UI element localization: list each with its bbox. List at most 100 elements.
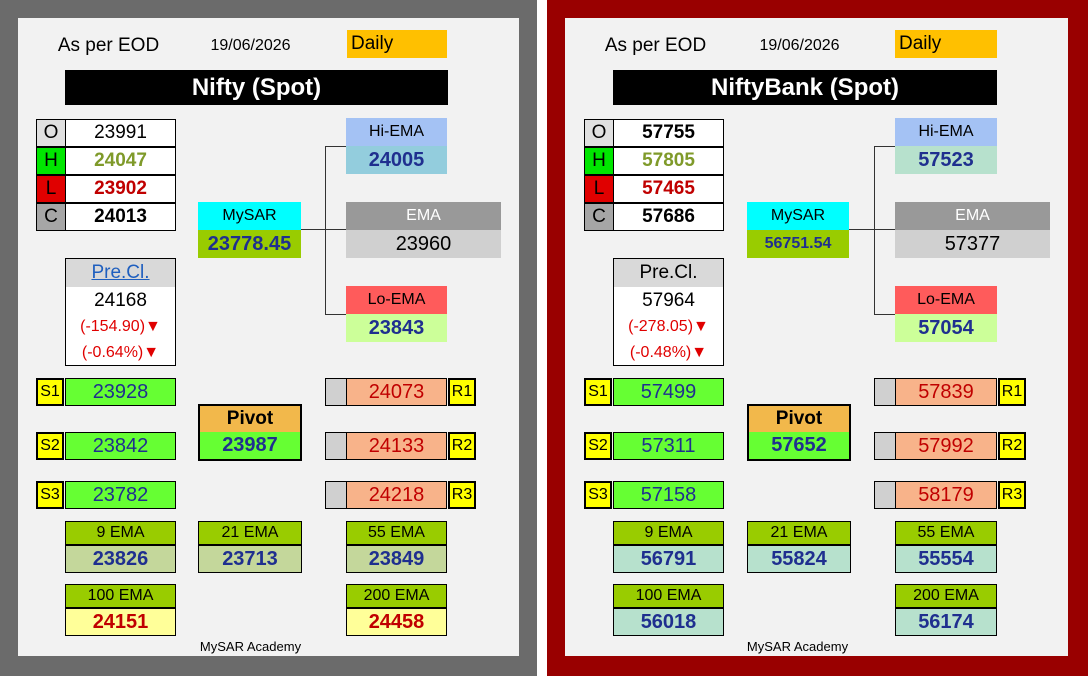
change-abs-row: (-154.90) ▼ [66, 314, 175, 340]
r2-spacer [874, 432, 896, 460]
s1-label: S1 [36, 378, 64, 406]
high-label: H [584, 147, 614, 175]
prev-close-label: Pre.Cl. [614, 259, 723, 287]
lo-ema-value: 57054 [895, 314, 997, 342]
s3-value: 23782 [65, 481, 176, 509]
s1-value: 23928 [65, 378, 176, 406]
s2-value: 57311 [613, 432, 724, 460]
ema-value: 57377 [895, 230, 1050, 258]
change-pct: (-0.48%) [629, 344, 692, 361]
ema100-label: 100 EMA [613, 584, 724, 608]
high-value: 24047 [65, 147, 176, 175]
r2-label: R2 [448, 432, 476, 460]
ema9-value: 23826 [65, 545, 176, 573]
r1-spacer [874, 378, 896, 406]
change-pct: (-0.64%) [81, 344, 144, 361]
low-value: 23902 [65, 175, 176, 203]
r1-spacer [325, 378, 347, 406]
footer-credit: MySAR Academy [746, 638, 849, 654]
ema100-value: 24151 [65, 608, 176, 636]
down-arrow-icon: ▼ [145, 318, 161, 335]
ema55-label: 55 EMA [895, 521, 997, 545]
mysar-value: 23778.45 [198, 230, 301, 258]
prev-close-value: 57964 [642, 290, 695, 311]
ema200-label: 200 EMA [895, 584, 997, 608]
pivot-value: 57652 [749, 432, 849, 459]
r3-label: R3 [998, 481, 1026, 509]
down-arrow-icon: ▼ [143, 344, 160, 361]
mysar-value: 56751.54 [747, 230, 849, 258]
ema100-label: 100 EMA [65, 584, 176, 608]
change-pct-row: (-0.64%) ▼ [66, 340, 175, 366]
s3-value: 57158 [613, 481, 724, 509]
ema9-value: 56791 [613, 545, 724, 573]
ema9-label: 9 EMA [613, 521, 724, 545]
mysar-label: MySAR [198, 202, 301, 230]
ema100-value: 56018 [613, 608, 724, 636]
prev-close-card: Pre.Cl. 24168 (-154.90) ▼ (-0.64%) ▼ [65, 258, 176, 366]
open-label: O [584, 119, 614, 147]
ema21-value: 55824 [747, 545, 851, 573]
ema200-label: 200 EMA [346, 584, 447, 608]
pivot-label: Pivot [749, 406, 849, 432]
high-label: H [36, 147, 66, 175]
ema55-label: 55 EMA [346, 521, 447, 545]
low-value: 57465 [613, 175, 724, 203]
date-label: 19/06/2026 [210, 37, 291, 54]
open-value: 23991 [65, 119, 176, 147]
ema-label: EMA [895, 202, 1050, 230]
r2-value: 24133 [346, 432, 447, 460]
pivot-card: Pivot 23987 [198, 404, 302, 461]
down-arrow-icon: ▼ [691, 344, 708, 361]
close-label: C [584, 203, 614, 231]
niftybank-panel: As per EOD 19/06/2026 Daily NiftyBank (S… [547, 0, 1088, 676]
change-abs-row: (-278.05) ▼ [614, 314, 723, 340]
change-pct-row: (-0.48%) ▼ [614, 340, 723, 366]
r3-spacer [325, 481, 347, 509]
date-label: 19/06/2026 [759, 37, 840, 54]
close-value: 57686 [613, 203, 724, 231]
high-value: 57805 [613, 147, 724, 175]
ema21-label: 21 EMA [198, 521, 302, 545]
s1-label: S1 [584, 378, 612, 406]
lo-ema-label: Lo-EMA [895, 286, 997, 314]
prev-close-value: 24168 [94, 290, 147, 311]
s3-label: S3 [584, 481, 612, 509]
period-badge: Daily [347, 30, 447, 58]
ema-value: 23960 [346, 230, 501, 258]
r1-label: R1 [448, 378, 476, 406]
ema21-label: 21 EMA [747, 521, 851, 545]
page-title: Nifty (Spot) [65, 70, 448, 105]
r3-value: 24218 [346, 481, 447, 509]
hi-ema-value: 57523 [895, 146, 997, 174]
open-label: O [36, 119, 66, 147]
r2-spacer [325, 432, 347, 460]
r3-label: R3 [448, 481, 476, 509]
period-badge: Daily [895, 30, 997, 58]
s3-label: S3 [36, 481, 64, 509]
s2-label: S2 [36, 432, 64, 460]
prev-close-label[interactable]: Pre.Cl. [66, 259, 175, 287]
prev-close-card: Pre.Cl. 57964 (-278.05) ▼ (-0.48%) ▼ [613, 258, 724, 366]
s2-value: 23842 [65, 432, 176, 460]
lo-ema-label: Lo-EMA [346, 286, 447, 314]
ema55-value: 23849 [346, 545, 447, 573]
r2-label: R2 [998, 432, 1026, 460]
ema55-value: 55554 [895, 545, 997, 573]
hi-ema-value: 24005 [346, 146, 447, 174]
r3-spacer [874, 481, 896, 509]
r2-value: 57992 [895, 432, 997, 460]
s1-value: 57499 [613, 378, 724, 406]
niftybank-panel-body: As per EOD 19/06/2026 Daily NiftyBank (S… [565, 18, 1068, 656]
ema9-label: 9 EMA [65, 521, 176, 545]
down-arrow-icon: ▼ [693, 318, 709, 335]
r1-value: 24073 [346, 378, 447, 406]
r1-label: R1 [998, 378, 1026, 406]
ema200-value: 56174 [895, 608, 997, 636]
open-value: 57755 [613, 119, 724, 147]
pivot-value: 23987 [200, 432, 300, 459]
pivot-label: Pivot [200, 406, 300, 432]
page-title: NiftyBank (Spot) [613, 70, 997, 105]
close-label: C [36, 203, 66, 231]
s2-label: S2 [584, 432, 612, 460]
